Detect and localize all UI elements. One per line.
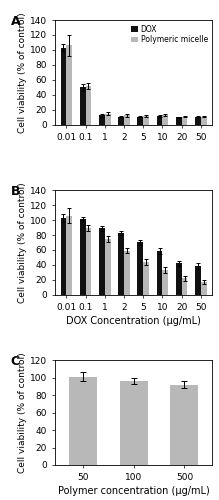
Bar xyxy=(124,115,130,125)
Legend: DOX, Polymeric micelle: DOX, Polymeric micelle xyxy=(130,24,209,45)
Text: C: C xyxy=(11,355,20,368)
Bar xyxy=(201,116,207,125)
Bar xyxy=(85,228,91,295)
Bar xyxy=(138,242,143,295)
Bar xyxy=(182,278,187,295)
Bar xyxy=(162,115,168,125)
Y-axis label: Cell viability (% of control): Cell viability (% of control) xyxy=(18,182,27,303)
Bar xyxy=(99,115,105,125)
Bar xyxy=(124,250,130,295)
Bar xyxy=(66,46,72,125)
Bar xyxy=(201,282,207,295)
Bar xyxy=(80,88,85,125)
Bar xyxy=(195,266,201,295)
Text: B: B xyxy=(11,185,20,198)
Bar xyxy=(120,381,148,465)
Bar xyxy=(143,116,149,125)
Bar xyxy=(157,252,162,295)
X-axis label: DOX Concentration (μg/mL): DOX Concentration (μg/mL) xyxy=(66,316,201,326)
Bar xyxy=(60,48,66,125)
Bar xyxy=(105,114,111,125)
Text: A: A xyxy=(11,15,20,28)
Bar xyxy=(157,116,162,125)
X-axis label: Polymer concentration (μg/mL): Polymer concentration (μg/mL) xyxy=(58,486,209,496)
Bar xyxy=(66,216,72,295)
Y-axis label: Cell viability (% of control): Cell viability (% of control) xyxy=(18,352,27,473)
Bar xyxy=(69,376,97,465)
Bar xyxy=(99,228,105,295)
Y-axis label: Cell viability (% of control): Cell viability (% of control) xyxy=(18,12,27,133)
Bar xyxy=(182,116,187,125)
Bar xyxy=(85,86,91,125)
Bar xyxy=(176,118,182,125)
Bar xyxy=(162,270,168,295)
Bar xyxy=(138,116,143,125)
Bar xyxy=(143,262,149,295)
Bar xyxy=(195,116,201,125)
Bar xyxy=(80,220,85,295)
Bar xyxy=(176,264,182,295)
Bar xyxy=(170,384,198,465)
Bar xyxy=(118,233,124,295)
Bar xyxy=(60,218,66,295)
Bar xyxy=(118,116,124,125)
Bar xyxy=(105,239,111,295)
